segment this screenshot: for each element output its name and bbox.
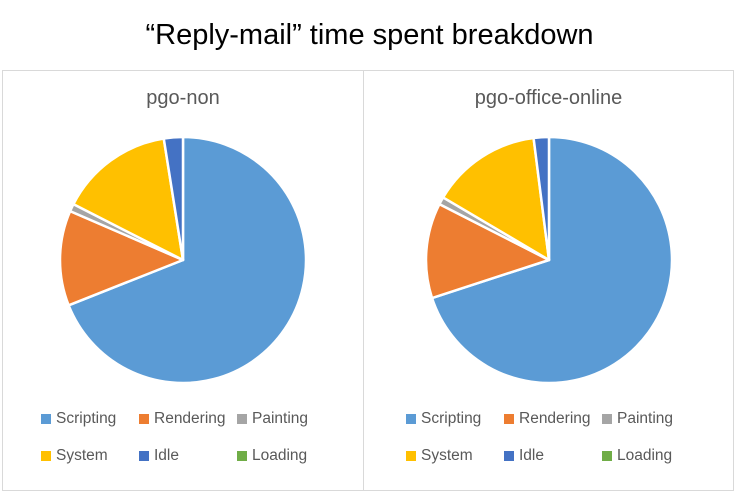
chart-panel-pgo-office-online: pgo-office-online Scripting Rendering Pa… [363, 70, 734, 491]
chart-panel-pgo-non: pgo-non Scripting Rendering Painting Sys… [2, 70, 364, 491]
legend-item-scripting: Scripting [41, 410, 139, 428]
legend-label-rendering: Rendering [519, 410, 591, 427]
legend-label-system: System [421, 447, 473, 464]
legend-label-idle: Idle [519, 447, 544, 464]
chart-title-pgo-non: pgo-non [146, 87, 220, 109]
legend-label-system: System [56, 447, 108, 464]
legend-swatch-idle [139, 451, 149, 461]
legend-swatch-scripting [406, 414, 416, 424]
legend-label-painting: Painting [252, 410, 309, 427]
legend-item-painting: Painting [602, 410, 700, 428]
pie-slice-rendering [58, 209, 185, 307]
legend-swatch-painting [602, 414, 612, 424]
legend-label-scripting: Scripting [421, 410, 482, 427]
charts-row: pgo-non Scripting Rendering Painting Sys… [0, 70, 739, 491]
pie-slice-scripting [430, 135, 673, 385]
pie-slice-rendering [424, 202, 550, 300]
legend-pgo-non: Scripting Rendering Painting System Idle… [41, 410, 335, 465]
legend-swatch-rendering [139, 414, 149, 424]
legend-swatch-loading [237, 451, 247, 461]
legend-pgo-office-online: Scripting Rendering Painting System Idle… [406, 410, 700, 465]
main-title: “Reply-mail” time spent breakdown [145, 18, 594, 51]
pie-slice-scripting [67, 135, 308, 385]
pie-slice-system [441, 136, 550, 262]
legend-label-loading: Loading [617, 447, 673, 464]
legend-item-loading: Loading [237, 447, 335, 465]
legend-swatch-system [406, 451, 416, 461]
legend-swatch-scripting [41, 414, 51, 424]
legend-label-scripting: Scripting [56, 410, 117, 427]
legend-label-idle: Idle [154, 447, 179, 464]
legend-label-loading: Loading [252, 447, 308, 464]
legend-swatch-system [41, 451, 51, 461]
legend-swatch-idle [504, 451, 514, 461]
legend-label-rendering: Rendering [154, 410, 226, 427]
pie-chart-pgo-office-online [424, 135, 673, 385]
pie-chart-pgo-non [58, 135, 308, 385]
legend-swatch-rendering [504, 414, 514, 424]
pie-slice-system [72, 137, 185, 262]
legend-item-scripting: Scripting [406, 410, 504, 428]
legend-item-system: System [41, 447, 139, 465]
legend-item-rendering: Rendering [139, 410, 237, 428]
legend-label-painting: Painting [617, 410, 674, 427]
legend-swatch-painting [237, 414, 247, 424]
legend-item-idle: Idle [504, 447, 602, 465]
legend-item-idle: Idle [139, 447, 237, 465]
pie-slice-idle [531, 135, 550, 262]
legend-item-rendering: Rendering [504, 410, 602, 428]
chart-title-pgo-office-online: pgo-office-online [474, 87, 623, 109]
pie-slice-idle [162, 135, 185, 262]
legend-item-loading: Loading [602, 447, 700, 465]
legend-swatch-loading [602, 451, 612, 461]
legend-item-system: System [406, 447, 504, 465]
legend-item-painting: Painting [237, 410, 335, 428]
